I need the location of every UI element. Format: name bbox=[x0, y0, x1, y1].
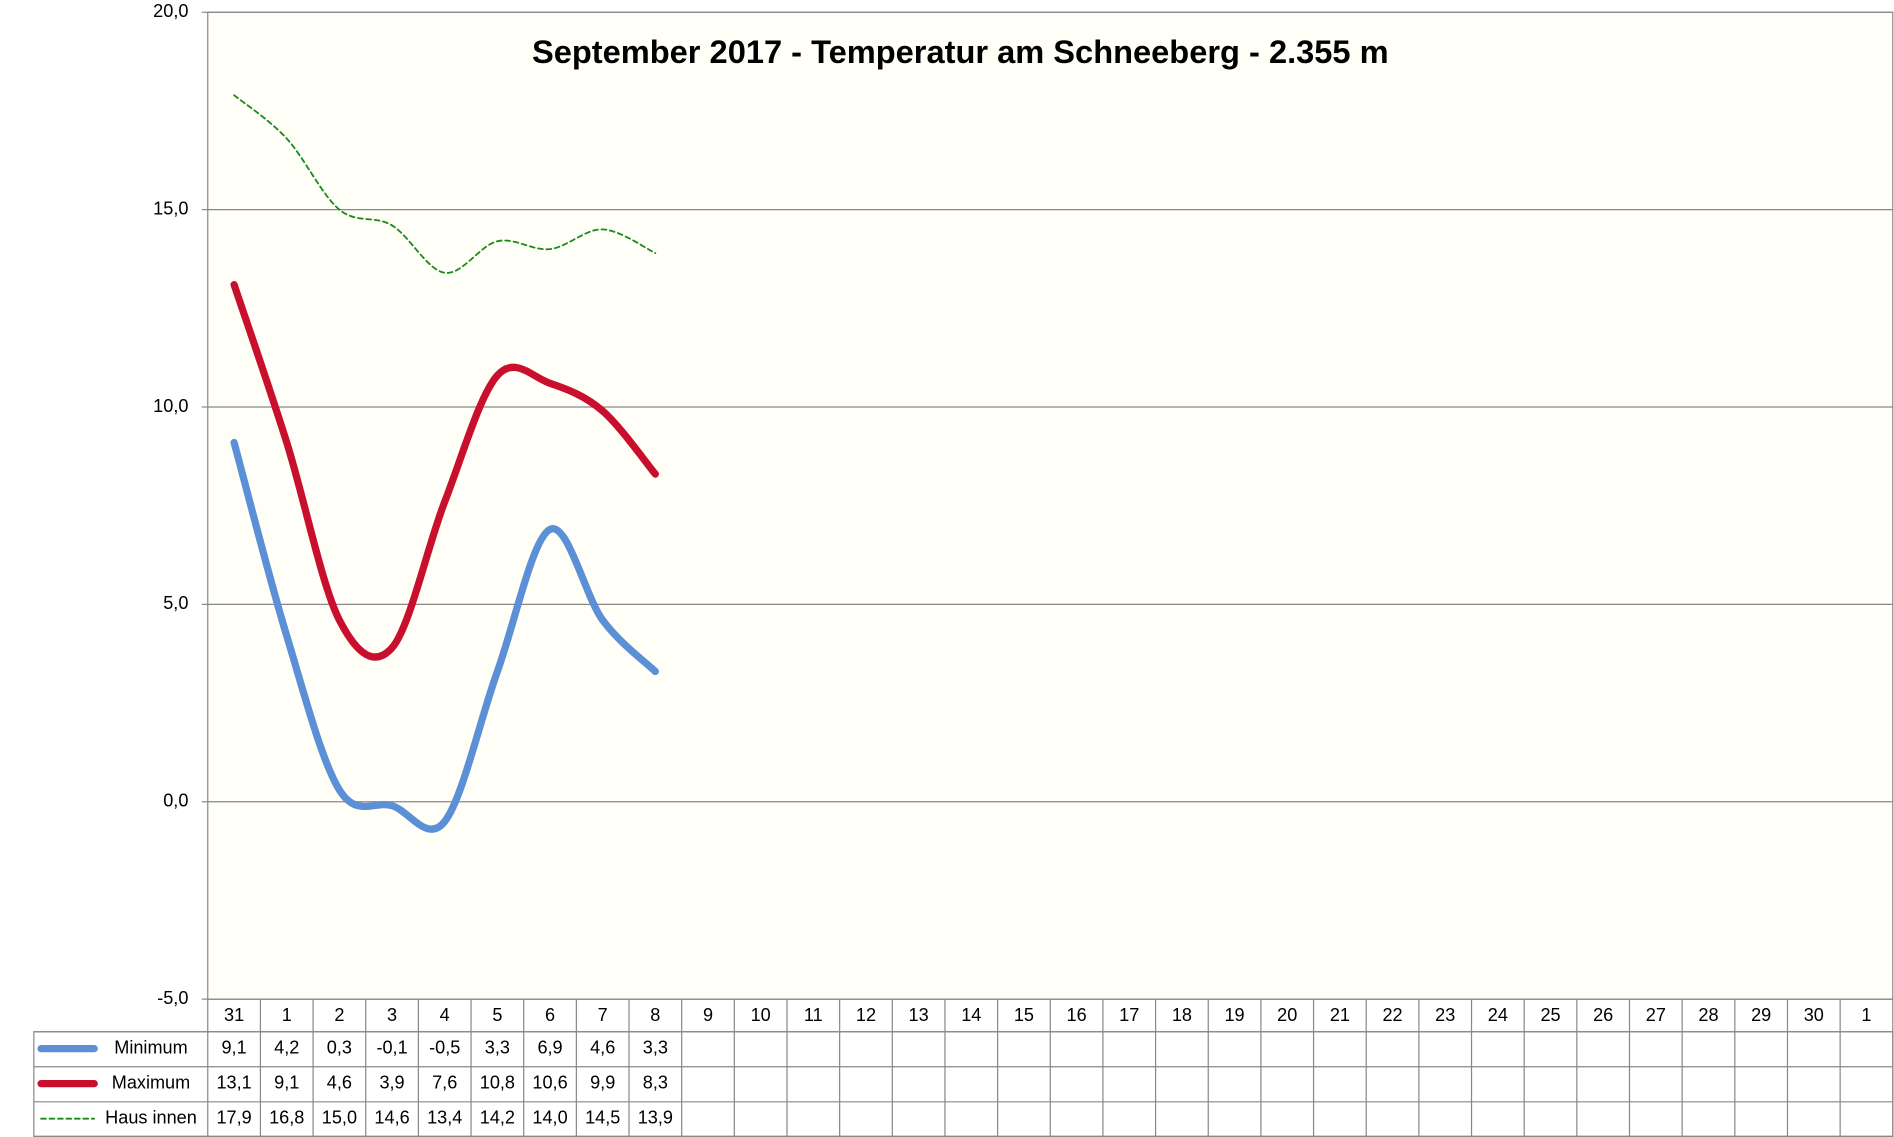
data-label: 3,3 bbox=[485, 1037, 510, 1057]
chart-title: September 2017 - Temperatur am Schneeber… bbox=[532, 33, 1389, 70]
x-tick-label: 23 bbox=[1435, 1005, 1455, 1025]
x-tick-label: 18 bbox=[1172, 1005, 1192, 1025]
x-tick-label: 7 bbox=[598, 1005, 608, 1025]
data-label: 4,2 bbox=[274, 1037, 299, 1057]
x-tick-label: 20 bbox=[1277, 1005, 1297, 1025]
data-label: 13,9 bbox=[638, 1107, 673, 1127]
x-tick-label: 3 bbox=[387, 1005, 397, 1025]
x-tick-label: 19 bbox=[1224, 1005, 1244, 1025]
x-tick-label: 1 bbox=[1861, 1005, 1871, 1025]
x-tick-label: 13 bbox=[909, 1005, 929, 1025]
x-tick-label: 22 bbox=[1382, 1005, 1402, 1025]
data-label: 15,0 bbox=[322, 1107, 357, 1127]
series-line bbox=[233, 94, 657, 274]
x-tick-label: 28 bbox=[1698, 1005, 1718, 1025]
data-label: 16,8 bbox=[269, 1107, 304, 1127]
x-tick-label: 12 bbox=[856, 1005, 876, 1025]
legend-label: Minimum bbox=[114, 1037, 187, 1057]
legend-label: Haus innen bbox=[105, 1107, 197, 1127]
data-label: 14,2 bbox=[480, 1107, 515, 1127]
x-tick-label: 1 bbox=[282, 1005, 292, 1025]
x-tick-label: 10 bbox=[751, 1005, 771, 1025]
x-tick-label: 21 bbox=[1330, 1005, 1350, 1025]
x-tick-label: 29 bbox=[1751, 1005, 1771, 1025]
data-label: 9,1 bbox=[221, 1037, 246, 1057]
y-tick-label: 10,0 bbox=[153, 396, 188, 416]
y-tick-label: -5,0 bbox=[157, 988, 188, 1008]
x-tick-label: 25 bbox=[1540, 1005, 1560, 1025]
data-label: 13,1 bbox=[216, 1072, 251, 1092]
data-label: 13,4 bbox=[427, 1107, 462, 1127]
data-label: 4,6 bbox=[590, 1037, 615, 1057]
data-label: 9,1 bbox=[274, 1072, 299, 1092]
series-line bbox=[230, 281, 659, 661]
data-label: 7,6 bbox=[432, 1072, 457, 1092]
data-label: 3,3 bbox=[643, 1037, 668, 1057]
x-tick-label: 14 bbox=[961, 1005, 981, 1025]
series-line bbox=[230, 438, 659, 833]
data-label: 4,6 bbox=[327, 1072, 352, 1092]
y-tick-label: 20,0 bbox=[153, 1, 188, 21]
x-tick-label: 11 bbox=[804, 1005, 823, 1025]
x-tick-label: 24 bbox=[1488, 1005, 1508, 1025]
data-label: 0,3 bbox=[327, 1037, 352, 1057]
y-tick-label: 5,0 bbox=[163, 593, 188, 613]
x-tick-label: 26 bbox=[1593, 1005, 1613, 1025]
data-label: 9,9 bbox=[590, 1072, 615, 1092]
data-label: 14,5 bbox=[585, 1107, 620, 1127]
data-label: 14,0 bbox=[532, 1107, 567, 1127]
x-tick-label: 17 bbox=[1119, 1005, 1139, 1025]
x-tick-label: 4 bbox=[440, 1005, 450, 1025]
data-label: 17,9 bbox=[216, 1107, 251, 1127]
x-tick-label: 27 bbox=[1646, 1005, 1666, 1025]
data-label: 6,9 bbox=[537, 1037, 562, 1057]
data-label: 3,9 bbox=[379, 1072, 404, 1092]
plot-area bbox=[207, 11, 1894, 1000]
x-tick-label: 5 bbox=[492, 1005, 502, 1025]
data-label: 10,8 bbox=[480, 1072, 515, 1092]
x-tick-label: 30 bbox=[1804, 1005, 1824, 1025]
legend-label: Maximum bbox=[112, 1072, 190, 1092]
data-label: -0,1 bbox=[376, 1037, 407, 1057]
y-tick-label: 15,0 bbox=[153, 198, 188, 218]
x-tick-label: 15 bbox=[1014, 1005, 1034, 1025]
x-tick-label: 9 bbox=[703, 1005, 713, 1025]
data-label: 10,6 bbox=[532, 1072, 567, 1092]
x-tick-label: 31 bbox=[224, 1005, 244, 1025]
data-label: -0,5 bbox=[429, 1037, 460, 1057]
data-label: 14,6 bbox=[374, 1107, 409, 1127]
y-tick-label: 0,0 bbox=[163, 791, 188, 811]
x-tick-label: 2 bbox=[334, 1005, 344, 1025]
x-tick-label: 16 bbox=[1067, 1005, 1087, 1025]
x-tick-label: 8 bbox=[650, 1005, 660, 1025]
x-tick-label: 6 bbox=[545, 1005, 555, 1025]
data-label: 8,3 bbox=[643, 1072, 668, 1092]
